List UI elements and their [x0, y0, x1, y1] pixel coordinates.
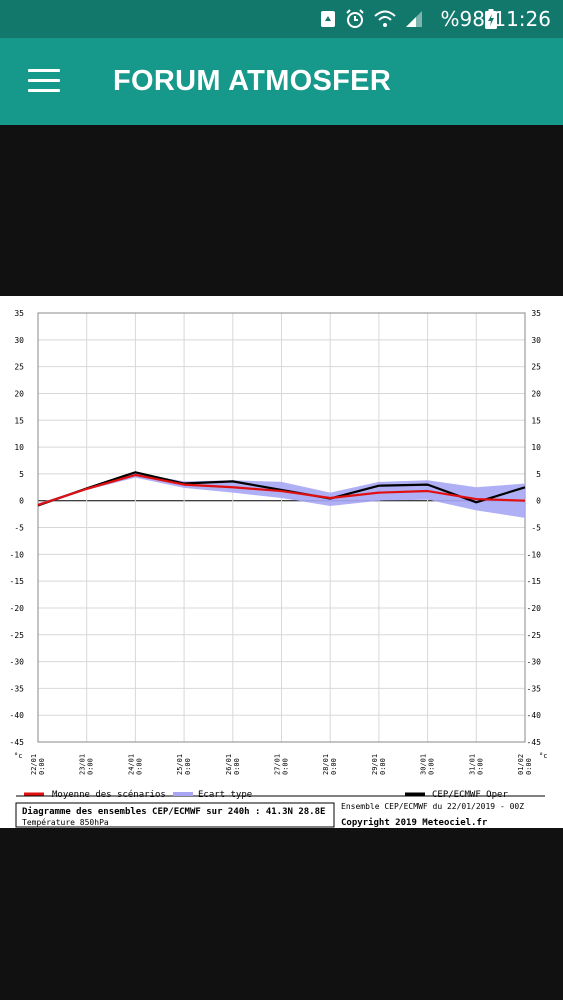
recycle-icon — [321, 11, 335, 27]
x-tick-label-date: 24/01 — [127, 754, 135, 775]
clock: 11:26 — [493, 7, 551, 31]
x-tick-label-time: 0:00 — [379, 758, 387, 775]
x-tick-label-time: 0:00 — [87, 758, 95, 775]
hamburger-menu-icon[interactable] — [28, 69, 60, 93]
x-tick-label-time: 0:00 — [135, 758, 143, 775]
x-tick-label-date: 25/01 — [176, 754, 184, 775]
ensemble-chart-image: 35 35 30 30 25 25 20 20 15 15 10 10 5 5 0 0 -5 -5 -10 -10 -1… — [0, 296, 563, 828]
y-tick-label-left: 20 — [14, 389, 24, 398]
y-tick-label-left: 25 — [14, 363, 24, 372]
y-tick-label-right: -5 — [531, 524, 541, 533]
y-unit-right: °c — [539, 752, 547, 760]
x-tick-label-date: 01/02 — [517, 754, 525, 775]
app-title: FORUM ATMOSFER — [113, 65, 392, 97]
battery-percent: %98 — [440, 7, 485, 31]
temperature-chart: 35 35 30 30 25 25 20 20 15 15 10 10 5 5 0 0 -5 -5 -10 -10 -1… — [10, 309, 548, 828]
y-tick-label-right: 20 — [531, 389, 541, 398]
y-tick-label-left: 30 — [14, 336, 24, 345]
chart-subtitle: Température 850hPa — [22, 817, 109, 827]
x-tick-label-time: 0:00 — [233, 758, 241, 775]
copyright: Copyright 2019 Meteociel.fr — [341, 817, 488, 828]
plot-frame — [37, 312, 526, 743]
run-info: Ensemble CEP/ECMWF du 22/01/2019 - 00Z — [341, 802, 524, 811]
chart-title: Diagramme des ensembles CEP/ECMWF sur 24… — [22, 806, 325, 817]
mean-series-line — [37, 473, 526, 507]
y-tick-label-right: 5 — [536, 470, 541, 479]
y-tick-label-right: 35 — [531, 309, 541, 318]
y-tick-label-right: 15 — [531, 416, 541, 425]
x-tick-label-date: 30/01 — [420, 754, 428, 775]
x-tick-label-time: 0:00 — [428, 758, 436, 775]
y-tick-label-right: -40 — [527, 711, 542, 720]
x-tick-label-date: 27/01 — [274, 754, 282, 775]
y-tick-label-left: -30 — [10, 658, 25, 667]
y-tick-label-left: 35 — [14, 309, 24, 318]
x-tick-label-date: 28/01 — [322, 754, 330, 775]
y-tick-label-left: -45 — [10, 738, 25, 747]
x-tick-label-time: 0:00 — [184, 758, 192, 775]
y-tick-label-left: 15 — [14, 416, 24, 425]
signal-icon — [406, 11, 422, 27]
app-bar: FORUM ATMOSFER — [0, 38, 563, 125]
legend-spread: Ecart type — [198, 790, 252, 800]
wifi-icon — [374, 10, 396, 27]
y-tick-label-right: -15 — [527, 577, 542, 586]
y-tick-label-right: -10 — [527, 550, 542, 559]
y-tick-label-right: 0 — [536, 497, 541, 506]
y-tick-label-left: -20 — [10, 604, 25, 613]
x-tick-label-date: 31/01 — [468, 754, 476, 775]
y-tick-label-left: -35 — [10, 684, 25, 693]
y-tick-label-left: 10 — [14, 443, 24, 452]
legend-oper: CEP/ECMWF Oper — [432, 790, 508, 800]
y-unit-left: °c — [14, 752, 22, 760]
y-tick-label-right: -30 — [527, 658, 542, 667]
x-tick-label-time: 0:00 — [476, 758, 484, 775]
x-tick-label-time: 0:00 — [525, 758, 533, 775]
status-bar: %98 11:26 — [0, 0, 563, 38]
x-tick-label-date: 26/01 — [225, 754, 233, 775]
y-tick-label-left: -5 — [14, 524, 24, 533]
y-tick-label-right: -20 — [527, 604, 542, 613]
y-tick-label-left: -40 — [10, 711, 25, 720]
y-tick-label-left: -15 — [10, 577, 25, 586]
y-tick-label-left: -10 — [10, 550, 25, 559]
y-tick-label-right: 10 — [531, 443, 541, 452]
y-tick-label-left: 0 — [19, 497, 24, 506]
y-tick-label-left: -25 — [10, 631, 25, 640]
battery-charging-icon — [485, 9, 497, 29]
y-tick-label-left: 5 — [19, 470, 24, 479]
y-tick-label-right: -45 — [527, 738, 542, 747]
x-tick-label-time: 0:00 — [330, 758, 338, 775]
legend-mean: Moyenne des scénarios — [52, 789, 166, 800]
y-tick-label-right: -35 — [527, 684, 542, 693]
y-tick-label-right: 25 — [531, 363, 541, 372]
x-tick-label-date: 22/01 — [30, 754, 38, 775]
y-tick-label-right: 30 — [531, 336, 541, 345]
alarm-icon — [346, 9, 364, 28]
y-tick-label-right: -25 — [527, 631, 542, 640]
x-tick-label-time: 0:00 — [38, 758, 46, 775]
x-tick-label-date: 29/01 — [371, 754, 379, 775]
x-tick-label-date: 23/01 — [79, 754, 87, 775]
x-tick-label-time: 0:00 — [282, 758, 290, 775]
